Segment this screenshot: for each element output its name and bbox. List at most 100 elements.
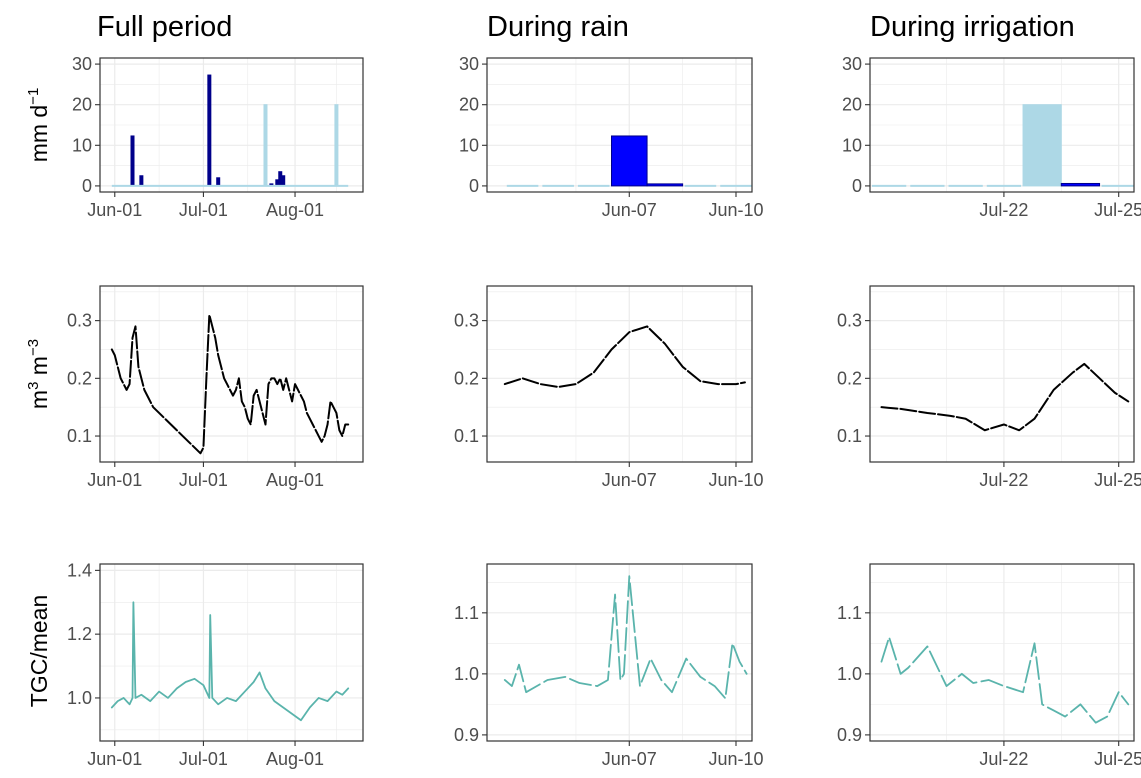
x-tick-label: Jun-10 <box>708 200 763 220</box>
panel-background <box>100 564 363 741</box>
series-line-soil_moisture <box>110 313 350 455</box>
panel-border <box>869 563 1135 742</box>
panel-border <box>99 285 364 463</box>
x-tick-label: Jun-07 <box>602 749 657 769</box>
x-tick-label: Jul-01 <box>179 470 228 490</box>
y-tick-label: 0.1 <box>454 426 479 446</box>
y-tick-label: 0.2 <box>454 368 479 388</box>
series-line-tgc <box>110 601 350 722</box>
x-tick-label: Aug-01 <box>266 470 324 490</box>
y-tick-label: 0.3 <box>837 311 862 331</box>
panel-background <box>100 286 363 462</box>
y-label-precipitation: mm d−1 <box>25 88 52 163</box>
plot-layer <box>111 74 349 187</box>
y-tick-label: 1.0 <box>67 688 92 708</box>
y-tick-label: 30 <box>459 54 479 74</box>
plot-layer <box>872 104 1134 187</box>
panel-sm-irr: 0.1 0.2 0.3 Jul-22 Jul-25 <box>837 285 1141 490</box>
bar-irrigation <box>263 104 268 187</box>
plot-layer <box>880 636 1130 724</box>
bar-rain <box>207 74 212 187</box>
panel-tgc-rain: 0.9 1.0 1.1 Jun-07 Jun-10 <box>454 563 764 769</box>
panel-background <box>870 564 1134 741</box>
x-tick-label: Jul-01 <box>179 749 228 769</box>
y-label-sm-sup2: −3 <box>25 339 42 356</box>
y-tick-label: 0 <box>469 176 479 196</box>
x-tick-label: Jul-25 <box>1094 470 1141 490</box>
plot-layer <box>503 325 746 388</box>
y-tick-label: 0.2 <box>837 368 862 388</box>
panel-border <box>99 563 364 742</box>
panel-background <box>870 286 1134 462</box>
x-tick-label: Jul-22 <box>979 200 1028 220</box>
bar-rain <box>281 175 286 187</box>
y-tick-label: 1.2 <box>67 624 92 644</box>
x-tick-label: Aug-01 <box>266 200 324 220</box>
y-label-precipitation-sup: −1 <box>25 88 42 105</box>
x-tick-label: Jul-01 <box>179 200 228 220</box>
bar-rain <box>610 135 648 187</box>
x-tick-label: Jun-01 <box>87 200 142 220</box>
x-tick-label: Jun-07 <box>602 200 657 220</box>
panel-border <box>486 285 753 463</box>
plot-layer <box>503 575 748 700</box>
y-label-precipitation-base: mm d <box>26 105 52 163</box>
plot-layer <box>110 313 350 455</box>
x-tick-label: Aug-01 <box>266 749 324 769</box>
series-line-tgc <box>880 636 1130 724</box>
series-line-soil_moisture <box>880 362 1130 432</box>
bar-rain <box>139 175 144 187</box>
bar-rain <box>1060 182 1101 187</box>
panel-tgc-full: 1.0 1.2 1.4 Jun-01 Jul-01 Aug-01 <box>67 560 364 769</box>
panel-border <box>869 57 1135 193</box>
y-tick-label: 1.1 <box>454 603 479 623</box>
x-tick-label: Jun-10 <box>708 749 763 769</box>
panel-border <box>869 285 1135 463</box>
column-title-during-irrigation: During irrigation <box>870 11 1075 43</box>
y-tick-label: 0.1 <box>837 426 862 446</box>
y-tick-label: 0.3 <box>67 311 92 331</box>
y-tick-label: 0.3 <box>454 311 479 331</box>
y-tick-label: 1.0 <box>837 664 862 684</box>
panel-tgc-irr: 0.9 1.0 1.1 Jul-22 Jul-25 <box>837 563 1141 769</box>
bar-irrigation <box>334 104 339 187</box>
bar-rain <box>646 183 684 187</box>
panel-border <box>486 563 753 742</box>
x-tick-label: Jul-22 <box>979 749 1028 769</box>
panel-background <box>487 564 752 741</box>
y-label-sm-base1: m <box>26 390 52 409</box>
panel-precip-full: 0 10 20 30 Jun-01 Jul-01 Aug-01 <box>72 54 364 220</box>
panel-background <box>487 286 752 462</box>
series-line-tgc <box>503 575 748 700</box>
y-tick-label: 20 <box>842 95 862 115</box>
x-tick-label: Jul-25 <box>1094 749 1141 769</box>
x-tick-label: Jun-07 <box>602 470 657 490</box>
y-label-tgc: TGC/mean <box>26 595 52 707</box>
x-tick-label: Jul-25 <box>1094 200 1141 220</box>
x-tick-label: Jun-01 <box>87 470 142 490</box>
y-label-soil-moisture: m3 m−3 <box>25 339 52 409</box>
panel-border <box>486 57 753 193</box>
panel-sm-rain: 0.1 0.2 0.3 Jun-07 Jun-10 <box>454 285 764 490</box>
x-tick-label: Jun-01 <box>87 749 142 769</box>
y-tick-label: 20 <box>459 95 479 115</box>
y-tick-label: 10 <box>842 135 862 155</box>
x-tick-label: Jul-22 <box>979 470 1028 490</box>
y-tick-label: 1.1 <box>837 603 862 623</box>
x-tick-label: Jun-10 <box>708 470 763 490</box>
y-tick-label: 0 <box>82 176 92 196</box>
y-tick-label: 30 <box>72 54 92 74</box>
column-title-during-rain: During rain <box>487 11 629 43</box>
y-tick-label: 0 <box>852 176 862 196</box>
panel-border <box>99 57 364 193</box>
y-tick-label: 30 <box>842 54 862 74</box>
bar-irrigation <box>1022 104 1062 187</box>
bar-rain <box>130 135 135 187</box>
y-tick-label: 1.4 <box>67 560 92 580</box>
y-label-sm-sup1: 3 <box>25 382 42 390</box>
plot-layer <box>110 601 350 722</box>
y-tick-label: 0.2 <box>67 368 92 388</box>
y-tick-label: 0.1 <box>67 426 92 446</box>
y-tick-label: 1.0 <box>454 664 479 684</box>
